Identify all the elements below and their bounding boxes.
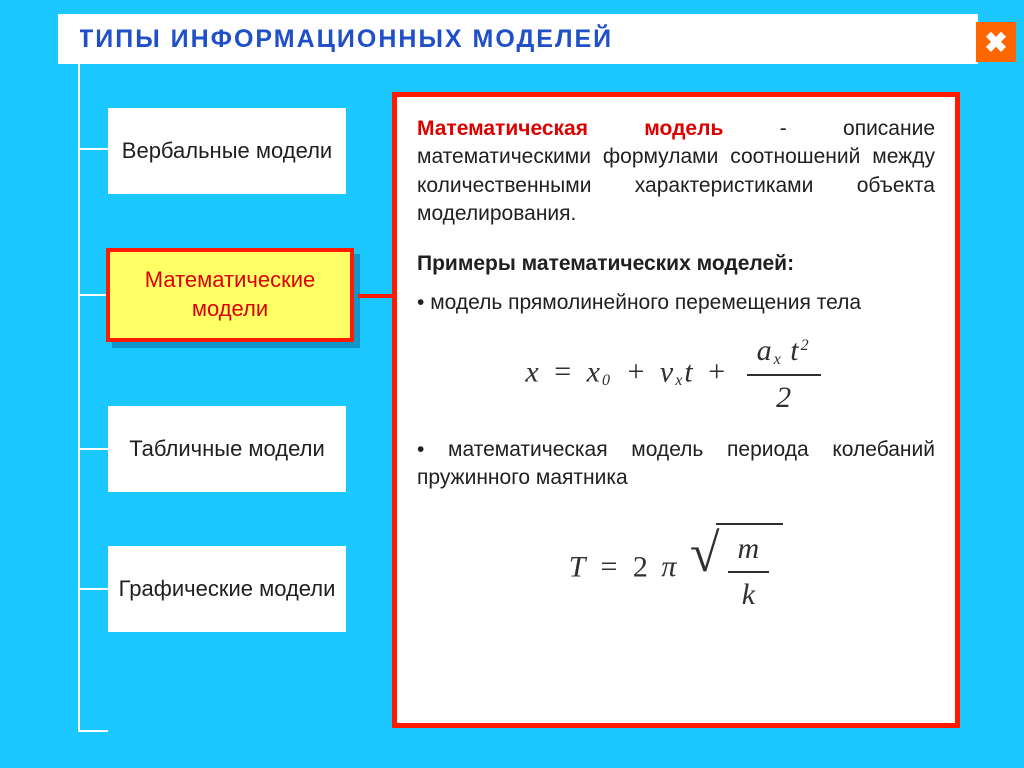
tree-connector xyxy=(78,730,108,732)
nav-item-graph[interactable]: Графические модели xyxy=(108,546,346,632)
tree-connector xyxy=(78,448,108,450)
f1-num-mul: t xyxy=(790,334,798,367)
nav-label: Графические модели xyxy=(119,575,336,604)
f1-num-sub: x xyxy=(772,351,783,368)
plus-sign: + xyxy=(620,355,653,388)
plus-sign: + xyxy=(700,355,733,388)
page-title: ТИПЫ ИНФОРМАЦИОННЫХ МОДЕЛЕЙ xyxy=(78,25,613,54)
f1-t2-var: v xyxy=(660,355,673,388)
f2-sqrt-body: m k xyxy=(716,523,784,616)
f2-sqrt: √ m k xyxy=(690,523,783,616)
f1-frac-den: 2 xyxy=(747,376,821,419)
formula-displacement: x = x0 + vxt + ax t2 2 xyxy=(417,331,935,418)
tree-connector xyxy=(78,294,106,296)
tree-connector xyxy=(78,588,108,590)
equals-sign: = xyxy=(546,355,579,388)
title-bar: ТИПЫ ИНФОРМАЦИОННЫХ МОДЕЛЕЙ xyxy=(58,14,978,64)
formula-pendulum: T = 2 π √ m k xyxy=(417,523,935,616)
nav-item-verbal[interactable]: Вербальные модели xyxy=(108,108,346,194)
nav-label: Табличные модели xyxy=(129,435,325,464)
f2-pi: π xyxy=(655,550,682,583)
example-1-text: модель прямолинейного перемещения тела xyxy=(430,291,861,314)
f1-num-var: a xyxy=(757,334,772,367)
tree-connector xyxy=(78,148,108,150)
f2-frac-num: m xyxy=(728,529,770,574)
close-button[interactable]: ✖ xyxy=(976,22,1016,62)
example-1: • модель прямолинейного перемещения тела xyxy=(417,289,935,317)
f1-num-sup: 2 xyxy=(799,337,811,354)
nav-label: Математические модели xyxy=(110,266,350,323)
definition-text: Математическая модель - описание математ… xyxy=(417,115,935,228)
f2-fraction: m k xyxy=(728,529,770,616)
f1-t2-sub: x xyxy=(673,372,684,389)
f1-lhs: x xyxy=(525,355,538,388)
definition-term: Математическая модель xyxy=(417,117,723,140)
tree-vertical-line xyxy=(78,14,80,732)
example-2: • математическая модель периода колебани… xyxy=(417,436,935,493)
example-2-text: математическая модель периода колебаний … xyxy=(417,438,935,489)
f1-t1-var: x xyxy=(587,355,600,388)
close-icon: ✖ xyxy=(984,26,1007,59)
nav-item-table[interactable]: Табличные модели xyxy=(108,406,346,492)
f1-t1-sub: 0 xyxy=(600,372,612,389)
f1-frac-num: ax t2 xyxy=(747,331,821,376)
f2-frac-den: k xyxy=(728,573,770,616)
f2-coef: 2 xyxy=(633,550,648,583)
f2-lhs: T xyxy=(569,550,585,583)
nav-item-math[interactable]: Математические модели xyxy=(106,248,354,342)
examples-heading: Примеры математических моделей: xyxy=(417,250,935,278)
detail-panel: Математическая модель - описание математ… xyxy=(392,92,960,728)
sqrt-icon: √ xyxy=(690,529,720,622)
nav-label: Вербальные модели xyxy=(122,137,332,166)
slide: ТИПЫ ИНФОРМАЦИОННЫХ МОДЕЛЕЙ ✖ Вербальные… xyxy=(0,0,1024,768)
selected-connector xyxy=(358,294,392,298)
f1-t2-mul: t xyxy=(684,355,692,388)
equals-sign: = xyxy=(592,550,625,583)
f1-fraction: ax t2 2 xyxy=(747,331,821,418)
